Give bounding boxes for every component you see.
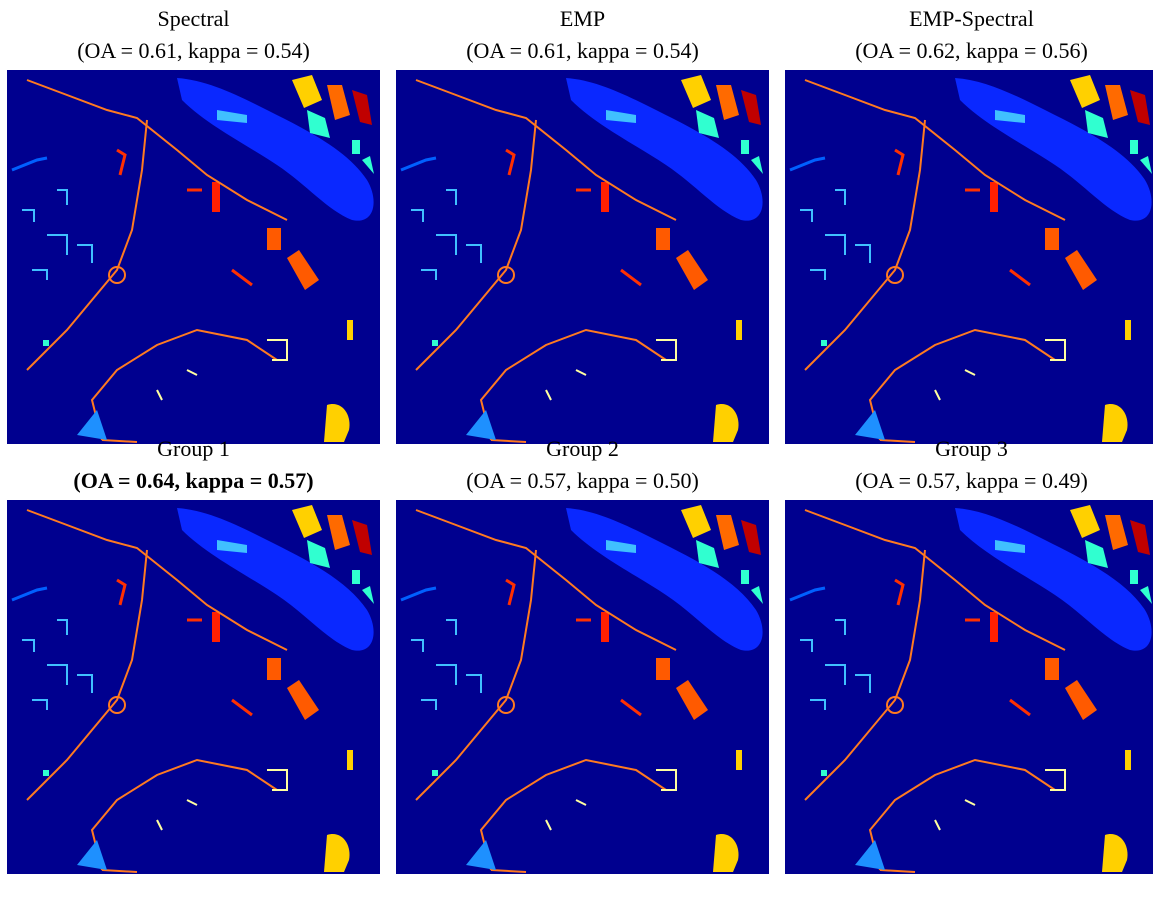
panel: Group 3 (OA = 0.57, kappa = 0.49): [785, 436, 1153, 874]
panel-title: Group 2: [546, 436, 619, 461]
classification-map: [396, 70, 769, 444]
panel-subtitle: (OA = 0.62, kappa = 0.56): [855, 38, 1088, 63]
panel-title: EMP: [560, 6, 605, 31]
classification-map: [785, 500, 1153, 874]
panel-title: Group 1: [157, 436, 230, 461]
classification-map: [785, 70, 1153, 444]
panel-subtitle: (OA = 0.57, kappa = 0.50): [466, 468, 699, 493]
panel-subtitle: (OA = 0.61, kappa = 0.54): [77, 38, 310, 63]
panel-title: EMP-Spectral: [909, 6, 1034, 31]
panel: Group 1 (OA = 0.64, kappa = 0.57): [7, 436, 380, 874]
panel: EMP (OA = 0.61, kappa = 0.54): [396, 6, 769, 444]
panel-subtitle: (OA = 0.61, kappa = 0.54): [466, 38, 699, 63]
classification-map: [396, 500, 769, 874]
panel-subtitle: (OA = 0.64, kappa = 0.57): [73, 468, 313, 493]
panel: Spectral (OA = 0.61, kappa = 0.54): [7, 6, 380, 444]
classification-map: [7, 500, 380, 874]
panel-title: Spectral: [157, 6, 229, 31]
panel: EMP-Spectral (OA = 0.62, kappa = 0.56): [785, 6, 1153, 444]
classification-map: [7, 70, 380, 444]
panel-title: Group 3: [935, 436, 1008, 461]
panel-subtitle: (OA = 0.57, kappa = 0.49): [855, 468, 1088, 493]
panel: Group 2 (OA = 0.57, kappa = 0.50): [396, 436, 769, 874]
